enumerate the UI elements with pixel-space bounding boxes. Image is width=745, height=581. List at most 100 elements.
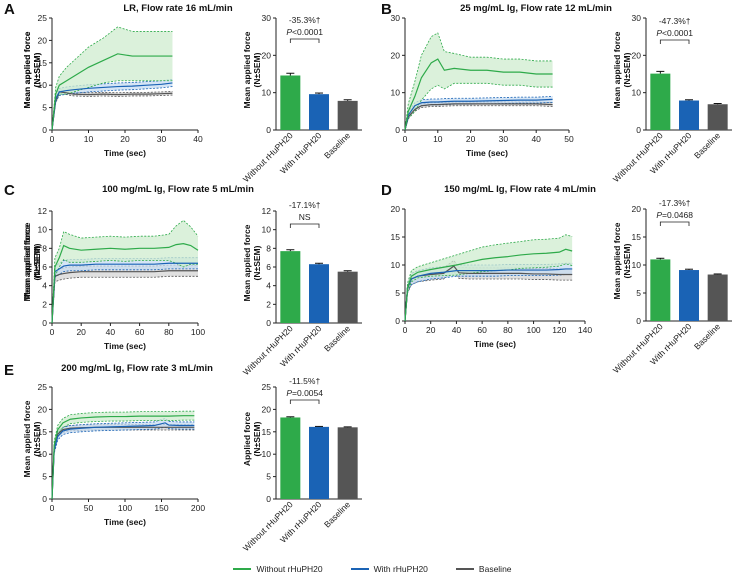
panel-d-line-y-tick-label: 20 [391, 204, 401, 214]
panel-c-band-baseline [52, 265, 198, 323]
panel-a-bar-ylabel: Mean applied force(N±SEM) [242, 31, 262, 108]
panel-b-series-without [404, 58, 553, 131]
panel-e: E 200 mg/mL Ig, Flow rate 3 mL/min 0 5 10 15 2… [4, 362, 362, 553]
panel-b-letter: B [381, 1, 392, 18]
panel-c-xlabel: Time (sec) [104, 341, 146, 351]
panel-c-letter: C [4, 182, 15, 199]
panel-d-line-x-tick-label: 120 [552, 325, 566, 335]
panel-d-band-lower-baseline [404, 271, 573, 322]
panel-c-line-x-tick-label: 0 [50, 327, 55, 337]
panel-c: C 100 mg/mL Ig, Flow rate 5 mL/min 0 2 4 6 8 10… [4, 182, 362, 377]
panel-e-bar-y-tick-label: 20 [262, 404, 272, 414]
panel-d-band-lower-without [404, 263, 573, 322]
panel-a-series-with [51, 82, 173, 131]
panel-a-series-without [51, 53, 173, 131]
panel-b-line-y-tick-label: 0 [395, 125, 400, 135]
panel-e-band-lower-without [51, 419, 195, 500]
panel-b-line-ylabel-line2: (N±SEM) [32, 52, 42, 87]
panel-b-band-upper-without [404, 32, 553, 131]
panel-b-bar-y-tick-label: 0 [636, 125, 641, 135]
panel-e-line-ylabel: Mean applied force(N±SEM) [22, 400, 42, 477]
legend: Without rHuPH20 With rHuPH20 Baseline [0, 564, 745, 574]
panel-b-series-baseline [404, 103, 553, 131]
panel-b-line-x-tick-label: 30 [499, 134, 509, 144]
panel-b-band-lower-baseline [404, 105, 553, 131]
panel-e-band-lower-with [51, 426, 195, 500]
panel-a-bar-ylabel-line1: Mean applied force [242, 31, 252, 108]
panel-d-band-upper-without [404, 234, 573, 322]
panel-b-p-symbol: P [656, 28, 662, 38]
panel-a-line-ylabel-line1: Mean applied force [22, 31, 32, 108]
panel-c-band-lower-without [51, 259, 198, 324]
panel-e-line-x-tick-label: 100 [118, 503, 132, 513]
panel-d-p-symbol: P [656, 210, 662, 220]
panel-e-bar-ylabel-line2: (N±SEM) [252, 421, 262, 456]
panel-e-category-label: Without rHuPH20 [241, 499, 295, 553]
panel-a-xlabel: Time (sec) [104, 148, 146, 158]
panel-c-bar-y-tick-label: 8 [266, 243, 271, 253]
panel-c-bar-y-tick-label: 6 [266, 262, 271, 272]
panel-c-bar-y-tick-label: 2 [266, 299, 271, 309]
panel-d-bar-with [679, 270, 699, 321]
panel-d-bar-y-tick-label: 15 [632, 232, 642, 242]
panel-c-line-y-tick-label: 8 [42, 243, 47, 253]
panel-a-bar-y-tick-label: 30 [262, 13, 272, 23]
panel-c-line-x-tick-label: 100 [191, 327, 205, 337]
panel-c-line-y-tick-label: 4 [42, 281, 47, 291]
panel-b-xlabel: Time (sec) [466, 148, 508, 158]
panel-e-band-lower-baseline [51, 429, 195, 500]
panel-e-series-with [51, 422, 195, 500]
panel-e-p-text: =0.0054 [292, 388, 323, 398]
panel-a-line-y-tick-label: 15 [38, 58, 48, 68]
panel-e-bar-baseline [337, 427, 358, 499]
panel-b-bar-baseline [707, 104, 728, 130]
legend-item-without: Without rHuPH20 [233, 564, 323, 574]
panel-b-line-x-tick-label: 20 [466, 134, 476, 144]
panel-a-category-label: Baseline [322, 130, 352, 160]
legend-swatch-baseline [455, 568, 474, 570]
panel-a-band-upper-with [51, 78, 173, 131]
panel-a-band-upper-without [51, 26, 173, 131]
panel-a-band-with [52, 79, 173, 130]
panel-e-series-baseline [51, 426, 195, 500]
panel-d-bar-y-tick-label: 10 [632, 260, 642, 270]
panel-e-line-y-tick-label: 10 [38, 449, 48, 459]
panel-c-line-y-tick-label: 6 [42, 262, 47, 272]
panel-a-band-lower-without [51, 80, 173, 131]
panel-b-bracket [659, 39, 690, 44]
panel-d-band-without [405, 234, 573, 321]
panel-a-line-ylabel: Mean applied force(N±SEM) [22, 31, 42, 108]
panel-d-bar-ylabel-line2: (N±SEM) [622, 243, 632, 278]
panel-e-band-upper-baseline [51, 424, 195, 500]
panel-c-series-with [51, 262, 198, 324]
panel-d-line-y-tick-label: 10 [391, 260, 401, 270]
panel-b-category-label: Without rHuPH20 [611, 130, 665, 184]
panel-c-line-y-tick-label: 10 [38, 225, 48, 235]
panel-d-series-with [404, 268, 573, 322]
panel-e-bar-y-tick-label: 10 [262, 449, 272, 459]
panel-e-band-baseline [52, 424, 195, 499]
panel-a-line-y-tick-label: 25 [38, 13, 48, 23]
panel-e-line-ylabel-line1: Mean applied force [22, 400, 32, 477]
panel-a-line-y-tick-label: 10 [38, 80, 48, 90]
panel-c-bracket [289, 223, 320, 228]
panel-b-line-x-tick-label: 10 [433, 134, 443, 144]
panel-a-bar-y-tick-label: 20 [262, 50, 272, 60]
panel-d-line-x-tick-label: 40 [452, 325, 462, 335]
panel-e-line-y-tick-label: 20 [38, 404, 48, 414]
panel-b-bar-without [650, 73, 671, 130]
panel-d-line-x-tick-label: 140 [578, 325, 592, 335]
panel-c-bar-without [280, 251, 301, 323]
panel-b-line-x-tick-label: 0 [403, 134, 408, 144]
panel-c-category-label: Without rHuPH20 [241, 323, 295, 377]
panel-e-band-with [52, 418, 195, 499]
panel-b-band-baseline [405, 102, 553, 130]
panel-d-letter: D [381, 182, 392, 199]
panel-a-bar-without [280, 75, 301, 130]
panel-a-category-label: Without rHuPH20 [241, 130, 295, 184]
panel-e-line-y-tick-label: 5 [42, 472, 47, 482]
panel-b-line-x-tick-label: 50 [564, 134, 574, 144]
panel-d-line-y-tick-label: 5 [395, 288, 400, 298]
